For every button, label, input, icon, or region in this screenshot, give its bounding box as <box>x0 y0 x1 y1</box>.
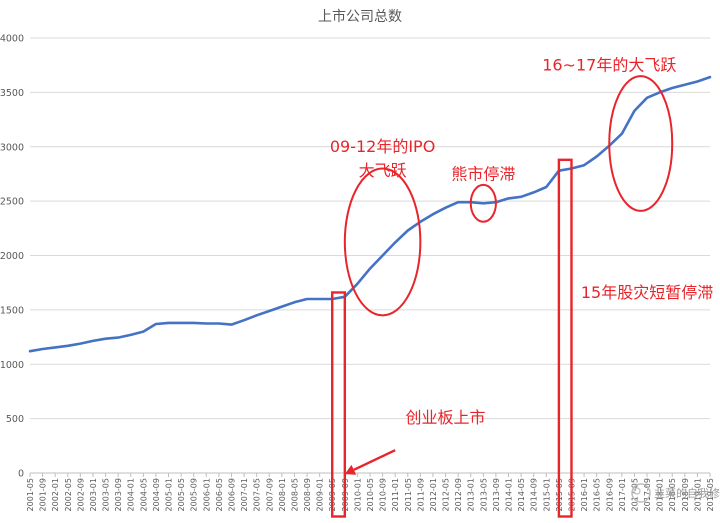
y-tick-label-1: 500 <box>6 414 24 425</box>
x-tick-label-29: 2011-01 <box>391 478 400 511</box>
x-tick-label-6: 2003-05 <box>102 478 111 511</box>
highlight-shapes <box>331 75 674 518</box>
x-tick-label-4: 2002-09 <box>76 478 85 511</box>
x-tick-label-9: 2004-05 <box>139 478 148 511</box>
x-tick-label-20: 2008-01 <box>278 478 287 511</box>
y-tick-label-7: 3500 <box>0 88 24 99</box>
x-tick-label-7: 2003-09 <box>114 478 123 511</box>
y-tick-label-2: 1000 <box>0 360 24 371</box>
x-tick-label-52: 2018-09 <box>681 478 690 511</box>
x-tick-label-28: 2010-09 <box>379 478 388 511</box>
x-tick-label-51: 2018-05 <box>668 478 677 511</box>
watermark: 韭菜的自我修养 <box>631 483 720 503</box>
x-tick-label-31: 2011-09 <box>416 478 425 511</box>
x-tick-label-21: 2008-05 <box>290 478 299 511</box>
x-tick-label-16: 2006-09 <box>227 478 236 511</box>
x-tick-label-33: 2012-05 <box>442 478 451 511</box>
y-tick-label-0: 0 <box>18 469 24 480</box>
annotation-labels: 09-12年的IPO 大飞跃 熊市停滞 16~17年的大飞跃 15年股灾短暂停滞创业板上… <box>330 56 713 427</box>
watermark-chat-icon-inner <box>633 487 641 495</box>
x-tick-label-10: 2004-09 <box>152 478 161 511</box>
x-tick-label-39: 2014-05 <box>517 478 526 511</box>
x-tick-label-22: 2008-09 <box>303 478 312 511</box>
x-tick-label-5: 2003-01 <box>89 478 98 511</box>
y-tick-label-5: 2500 <box>0 197 24 208</box>
annotation-label-2: 熊市停滞 <box>451 164 515 183</box>
annotation-label-4: 15年股灾短暂停滞 <box>581 283 713 302</box>
highlight-box-0 <box>331 291 347 518</box>
x-tick-label-41: 2015-01 <box>542 478 551 511</box>
x-tick-label-19: 2007-09 <box>265 478 274 511</box>
x-tick-label-30: 2011-05 <box>404 478 413 511</box>
x-tick-label-13: 2005-09 <box>190 478 199 511</box>
x-tick-label-3: 2002-05 <box>64 478 73 511</box>
y-tick-label-8: 4000 <box>0 34 24 45</box>
highlight-ellipse-1 <box>469 183 497 223</box>
x-tick-label-44: 2016-01 <box>580 478 589 511</box>
x-tick-label-32: 2012-01 <box>429 478 438 511</box>
watermark-chat-icon <box>631 483 651 503</box>
x-tick-label-34: 2012-09 <box>454 478 463 511</box>
x-tick-label-48: 2017-05 <box>630 478 639 511</box>
annotation-label-0: 09-12年的IPO <box>330 137 435 156</box>
x-tick-label-15: 2006-05 <box>215 478 224 511</box>
x-tick-label-38: 2014-01 <box>505 478 514 511</box>
y-axis-tick-labels: 0 500 1000 1500 2000 2500 3000 3500 4000 <box>0 34 24 480</box>
x-tick-label-26: 2010-01 <box>353 478 362 511</box>
series-line-listed-companies <box>28 75 712 353</box>
highlight-ellipse-2 <box>608 75 674 212</box>
y-tick-label-4: 2000 <box>0 251 24 262</box>
x-tick-label-40: 2014-09 <box>530 478 539 511</box>
annotation-label-3: 16~17年的大飞跃 <box>542 56 676 75</box>
annotation-label-5: 创业板上市 <box>406 408 486 427</box>
x-tick-label-37: 2013-09 <box>492 478 501 511</box>
annotation-label-1: 大飞跃 <box>359 161 407 180</box>
x-tick-label-0: 2001-05 <box>26 478 35 511</box>
x-tick-label-54: 2019-05 <box>706 478 715 511</box>
x-tick-label-14: 2006-01 <box>202 478 211 511</box>
y-tick-label-6: 3000 <box>0 142 24 153</box>
x-tick-label-35: 2013-01 <box>467 478 476 511</box>
arrow-shaft <box>353 449 396 471</box>
x-tick-label-23: 2009-01 <box>316 478 325 511</box>
x-tick-label-8: 2004-01 <box>127 478 136 511</box>
x-tick-label-45: 2016-05 <box>593 478 602 511</box>
x-tick-label-11: 2005-01 <box>165 478 174 511</box>
x-tick-label-12: 2005-05 <box>177 478 186 511</box>
x-tick-label-36: 2013-05 <box>479 478 488 511</box>
watermark-text: 韭菜的自我修养 <box>654 486 720 500</box>
x-tick-label-18: 2007-05 <box>253 478 262 511</box>
x-tick-label-27: 2010-05 <box>366 478 375 511</box>
x-axis-tick-labels: 2001-05 2001-09 2002-01 2002-05 2002-09 2003-… <box>26 473 715 511</box>
highlight-box-1 <box>557 158 573 518</box>
x-tick-label-2: 2002-01 <box>51 478 60 511</box>
chart-title: 上市公司总数 <box>318 8 402 25</box>
x-tick-label-50: 2018-01 <box>656 478 665 511</box>
arrow-head <box>344 464 357 475</box>
x-tick-label-53: 2019-01 <box>693 478 702 511</box>
x-tick-label-49: 2017-09 <box>643 478 652 511</box>
x-tick-label-47: 2017-01 <box>618 478 627 511</box>
y-tick-label-3: 1500 <box>0 305 24 316</box>
highlight-ellipse-0 <box>343 167 422 317</box>
x-tick-label-1: 2001-09 <box>39 478 48 511</box>
gridlines <box>30 37 710 420</box>
x-tick-label-46: 2016-09 <box>605 478 614 511</box>
x-tick-label-17: 2007-01 <box>240 478 249 511</box>
